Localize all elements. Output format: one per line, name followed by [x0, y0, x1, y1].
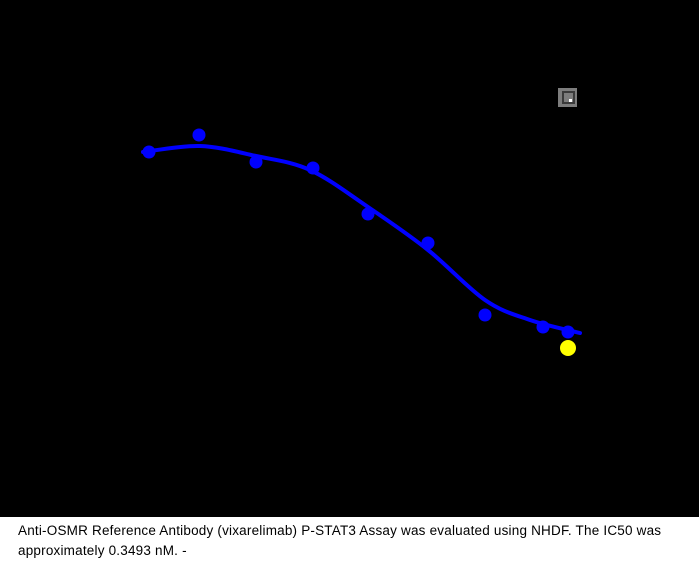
highlighted-data-point — [560, 340, 576, 356]
data-point — [192, 128, 206, 142]
data-point — [421, 236, 435, 250]
figure-caption: Anti-OSMR Reference Antibody (vixarelima… — [0, 517, 699, 565]
data-point — [478, 308, 492, 322]
broken-image-icon — [558, 88, 577, 107]
broken-image-icon-dot — [569, 99, 572, 102]
broken-image-icon-frame — [562, 91, 575, 104]
caption-line-2: approximately 0.3493 nM. - — [18, 543, 187, 558]
data-point — [142, 145, 156, 159]
caption-line-1: Anti-OSMR Reference Antibody (vixarelima… — [18, 523, 662, 538]
data-point — [249, 155, 263, 169]
data-point — [361, 207, 375, 221]
data-point — [306, 161, 320, 175]
data-point — [536, 320, 550, 334]
data-point — [561, 325, 575, 339]
dose-response-chart — [141, 128, 582, 356]
fit-curve — [141, 143, 582, 335]
